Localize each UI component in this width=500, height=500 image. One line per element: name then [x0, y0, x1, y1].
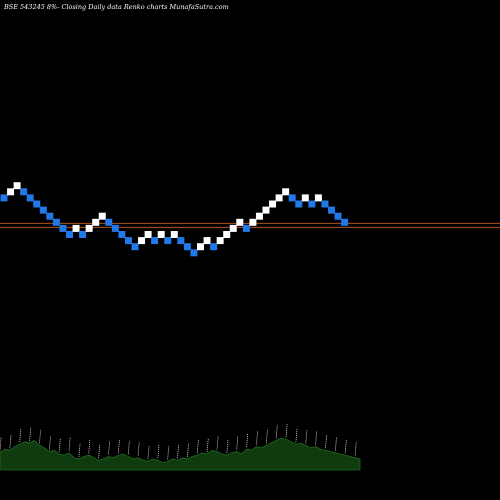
volume-label-mark [127, 440, 130, 455]
volume-label-mark [19, 428, 22, 443]
volume-label-mark [334, 436, 337, 451]
volume-label-mark [29, 426, 32, 441]
renko-brick-up [314, 194, 322, 202]
volume-label-mark [147, 445, 150, 460]
renko-brick-up [85, 224, 93, 232]
renko-brick-down [0, 194, 8, 202]
volume-label-mark [0, 436, 2, 451]
renko-brick-up [7, 188, 15, 196]
volume-label-mark [246, 433, 249, 448]
renko-brick-up [72, 224, 80, 232]
renko-brick-down [341, 218, 349, 226]
renko-brick-up [216, 237, 224, 245]
volume-label-mark [256, 430, 258, 445]
volume-label-mark [137, 441, 140, 456]
renko-brick-down [308, 200, 316, 208]
renko-brick-down [210, 243, 218, 251]
renko-brick-down [177, 237, 185, 245]
renko-brick-up [282, 188, 290, 196]
volume-label-mark [325, 434, 328, 449]
renko-brick-down [328, 206, 335, 214]
renko-brick-up [157, 231, 165, 238]
renko-brick-up [275, 194, 283, 202]
renko-brick-up [236, 218, 244, 226]
renko-brick-down [164, 237, 172, 245]
volume-label-mark [206, 437, 209, 453]
volume-label-mark [39, 429, 42, 444]
volume-label-mark [68, 436, 71, 451]
volume-label-mark [295, 428, 298, 443]
renko-brick-up [144, 231, 152, 238]
renko-brick-up [170, 231, 178, 238]
renko-brick-down [118, 231, 126, 238]
volume-label-mark [88, 439, 91, 454]
renko-brick-down [105, 218, 113, 226]
volume-label-mark [48, 435, 51, 450]
renko-brick-down [131, 243, 139, 251]
renko-brick-down [39, 206, 47, 214]
renko-brick-down [66, 231, 73, 238]
renko-brick-up [301, 194, 309, 202]
volume-label-mark [275, 424, 278, 439]
volume-label-mark [265, 429, 268, 444]
volume-label-mark [9, 434, 12, 449]
renko-brick-down [295, 200, 303, 208]
volume-area-shape [0, 437, 361, 471]
volume-label-mark [216, 435, 219, 450]
renko-brick-down [334, 212, 342, 220]
volume-label-mark [187, 442, 189, 457]
renko-brick-down [111, 224, 119, 232]
volume-label-mark [167, 445, 170, 460]
chart-title: BSE 543245 8%- Closing Daily data Renko … [4, 3, 229, 11]
volume-label-mark [196, 439, 199, 454]
volume-area [0, 437, 361, 471]
volume-label-mark [344, 439, 347, 454]
renko-brick-up [262, 206, 270, 214]
volume-label-mark [226, 439, 229, 454]
renko-brick-down [242, 224, 250, 232]
volume-label-mark [305, 429, 308, 444]
volume-label-mark [285, 423, 288, 438]
renko-brick-up [249, 218, 257, 226]
renko-brick-up [98, 212, 106, 220]
volume-label-mark [236, 435, 239, 450]
renko-brick-down [33, 200, 41, 208]
renko-brick-up [197, 243, 204, 251]
volume-label-mark [58, 437, 61, 453]
renko-brick-up [255, 212, 263, 220]
renko-brick-up [13, 182, 21, 190]
renko-brick-up [203, 237, 211, 245]
renko-brick-down [321, 200, 329, 208]
renko-brick-down [59, 224, 67, 232]
renko-brick-down [26, 194, 34, 202]
renko-brick-down [288, 194, 296, 202]
renko-bricks [0, 182, 349, 257]
renko-brick-down [183, 243, 191, 251]
renko-brick-down [124, 237, 132, 245]
renko-brick-down [190, 249, 198, 257]
renko-brick-up [229, 224, 237, 232]
volume-label-mark [98, 444, 101, 459]
renko-brick-up [138, 237, 146, 245]
renko-brick-up [269, 200, 277, 208]
volume-label-mark [108, 440, 111, 455]
volume-label-mark [354, 441, 357, 456]
volume-label-mark [177, 444, 180, 459]
volume-label-mark [157, 444, 160, 459]
volume-label-mark [78, 442, 81, 457]
volume-label-mark [315, 430, 318, 445]
volume-label-mark [118, 439, 120, 454]
renko-brick-down [151, 237, 159, 245]
renko-brick-down [79, 231, 87, 238]
renko-brick-up [223, 231, 231, 238]
volume-labels [0, 423, 357, 460]
renko-brick-up [92, 218, 100, 226]
renko-brick-down [52, 218, 60, 226]
renko-brick-down [20, 188, 28, 196]
renko-brick-down [46, 212, 54, 220]
